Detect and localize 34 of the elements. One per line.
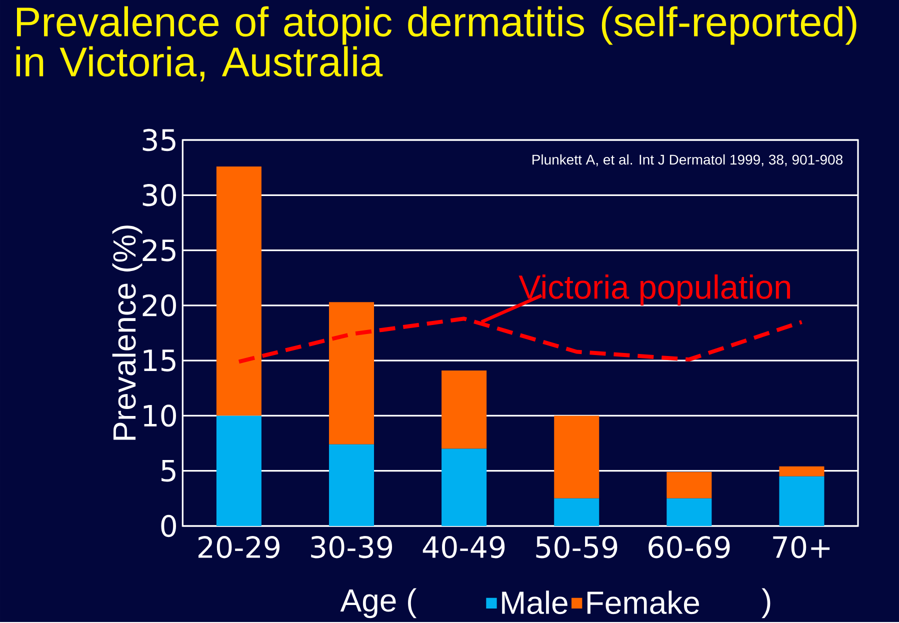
x-tick-label: 20-29: [198, 536, 280, 558]
x-axis-title: Age (: [340, 588, 417, 618]
bar: [779, 476, 824, 526]
bar: [554, 416, 600, 499]
bar: [666, 498, 712, 526]
bar: [216, 166, 262, 416]
bar: [216, 416, 262, 526]
y-tick-label: 30: [142, 184, 176, 206]
bar: [328, 302, 374, 445]
y-tick-label: 35: [142, 129, 176, 152]
y-tick-label: 15: [144, 350, 176, 372]
x-tick-label: 30-39: [311, 536, 392, 558]
x-tick-label: 70+: [773, 536, 830, 558]
x-tick-label: 60-69: [648, 536, 730, 558]
text: ): [762, 588, 770, 618]
legend-label: Male: [502, 590, 568, 614]
x-tick-label: 50-59: [536, 536, 618, 558]
y-tick-label: 10: [144, 404, 176, 428]
chart-title: Prevalence of atopic dermatitis (self-reported) in Victoria, Australia: [16, 6, 856, 82]
y-tick-label: 0: [161, 515, 176, 538]
legend-label: Femake: [587, 590, 700, 614]
bar: [554, 498, 600, 526]
y-tick-label: 20: [142, 294, 176, 317]
bar: [442, 449, 487, 526]
annotation: Plunkett A, et al. Int J Dermatol 1999, 38, 901-908: [532, 154, 843, 167]
series-label: Victoria population: [518, 274, 790, 306]
bar: [666, 472, 712, 499]
y-tick-label: 5: [162, 460, 176, 482]
bar: [779, 466, 824, 477]
y-axis-title: Prevalence (%): [112, 226, 142, 440]
x-tick-label: 40-49: [422, 536, 505, 558]
bar: [328, 444, 374, 526]
bar: [442, 370, 487, 450]
y-tick-label: 25: [142, 239, 176, 262]
